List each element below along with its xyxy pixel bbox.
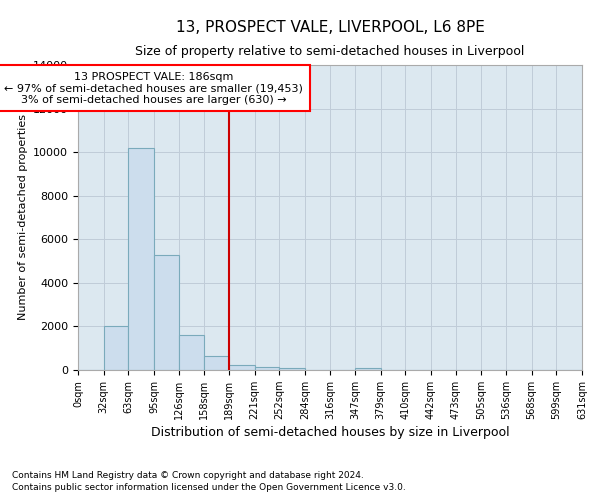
X-axis label: Distribution of semi-detached houses by size in Liverpool: Distribution of semi-detached houses by … [151, 426, 509, 439]
Text: Contains HM Land Registry data © Crown copyright and database right 2024.: Contains HM Land Registry data © Crown c… [12, 471, 364, 480]
Text: Contains public sector information licensed under the Open Government Licence v3: Contains public sector information licen… [12, 484, 406, 492]
Text: 13 PROSPECT VALE: 186sqm
← 97% of semi-detached houses are smaller (19,453)
3% o: 13 PROSPECT VALE: 186sqm ← 97% of semi-d… [4, 72, 304, 104]
Bar [355, 368, 381, 370]
Text: 13, PROSPECT VALE, LIVERPOOL, L6 8PE: 13, PROSPECT VALE, LIVERPOOL, L6 8PE [176, 20, 484, 35]
Text: Size of property relative to semi-detached houses in Liverpool: Size of property relative to semi-detach… [136, 45, 524, 58]
Bar [104, 326, 128, 370]
Bar [154, 254, 179, 370]
Bar [179, 335, 204, 370]
Bar [204, 356, 229, 370]
Bar [279, 368, 305, 370]
Bar [254, 366, 279, 370]
Bar [229, 364, 254, 370]
Y-axis label: Number of semi-detached properties: Number of semi-detached properties [17, 114, 28, 320]
Bar [128, 148, 154, 370]
